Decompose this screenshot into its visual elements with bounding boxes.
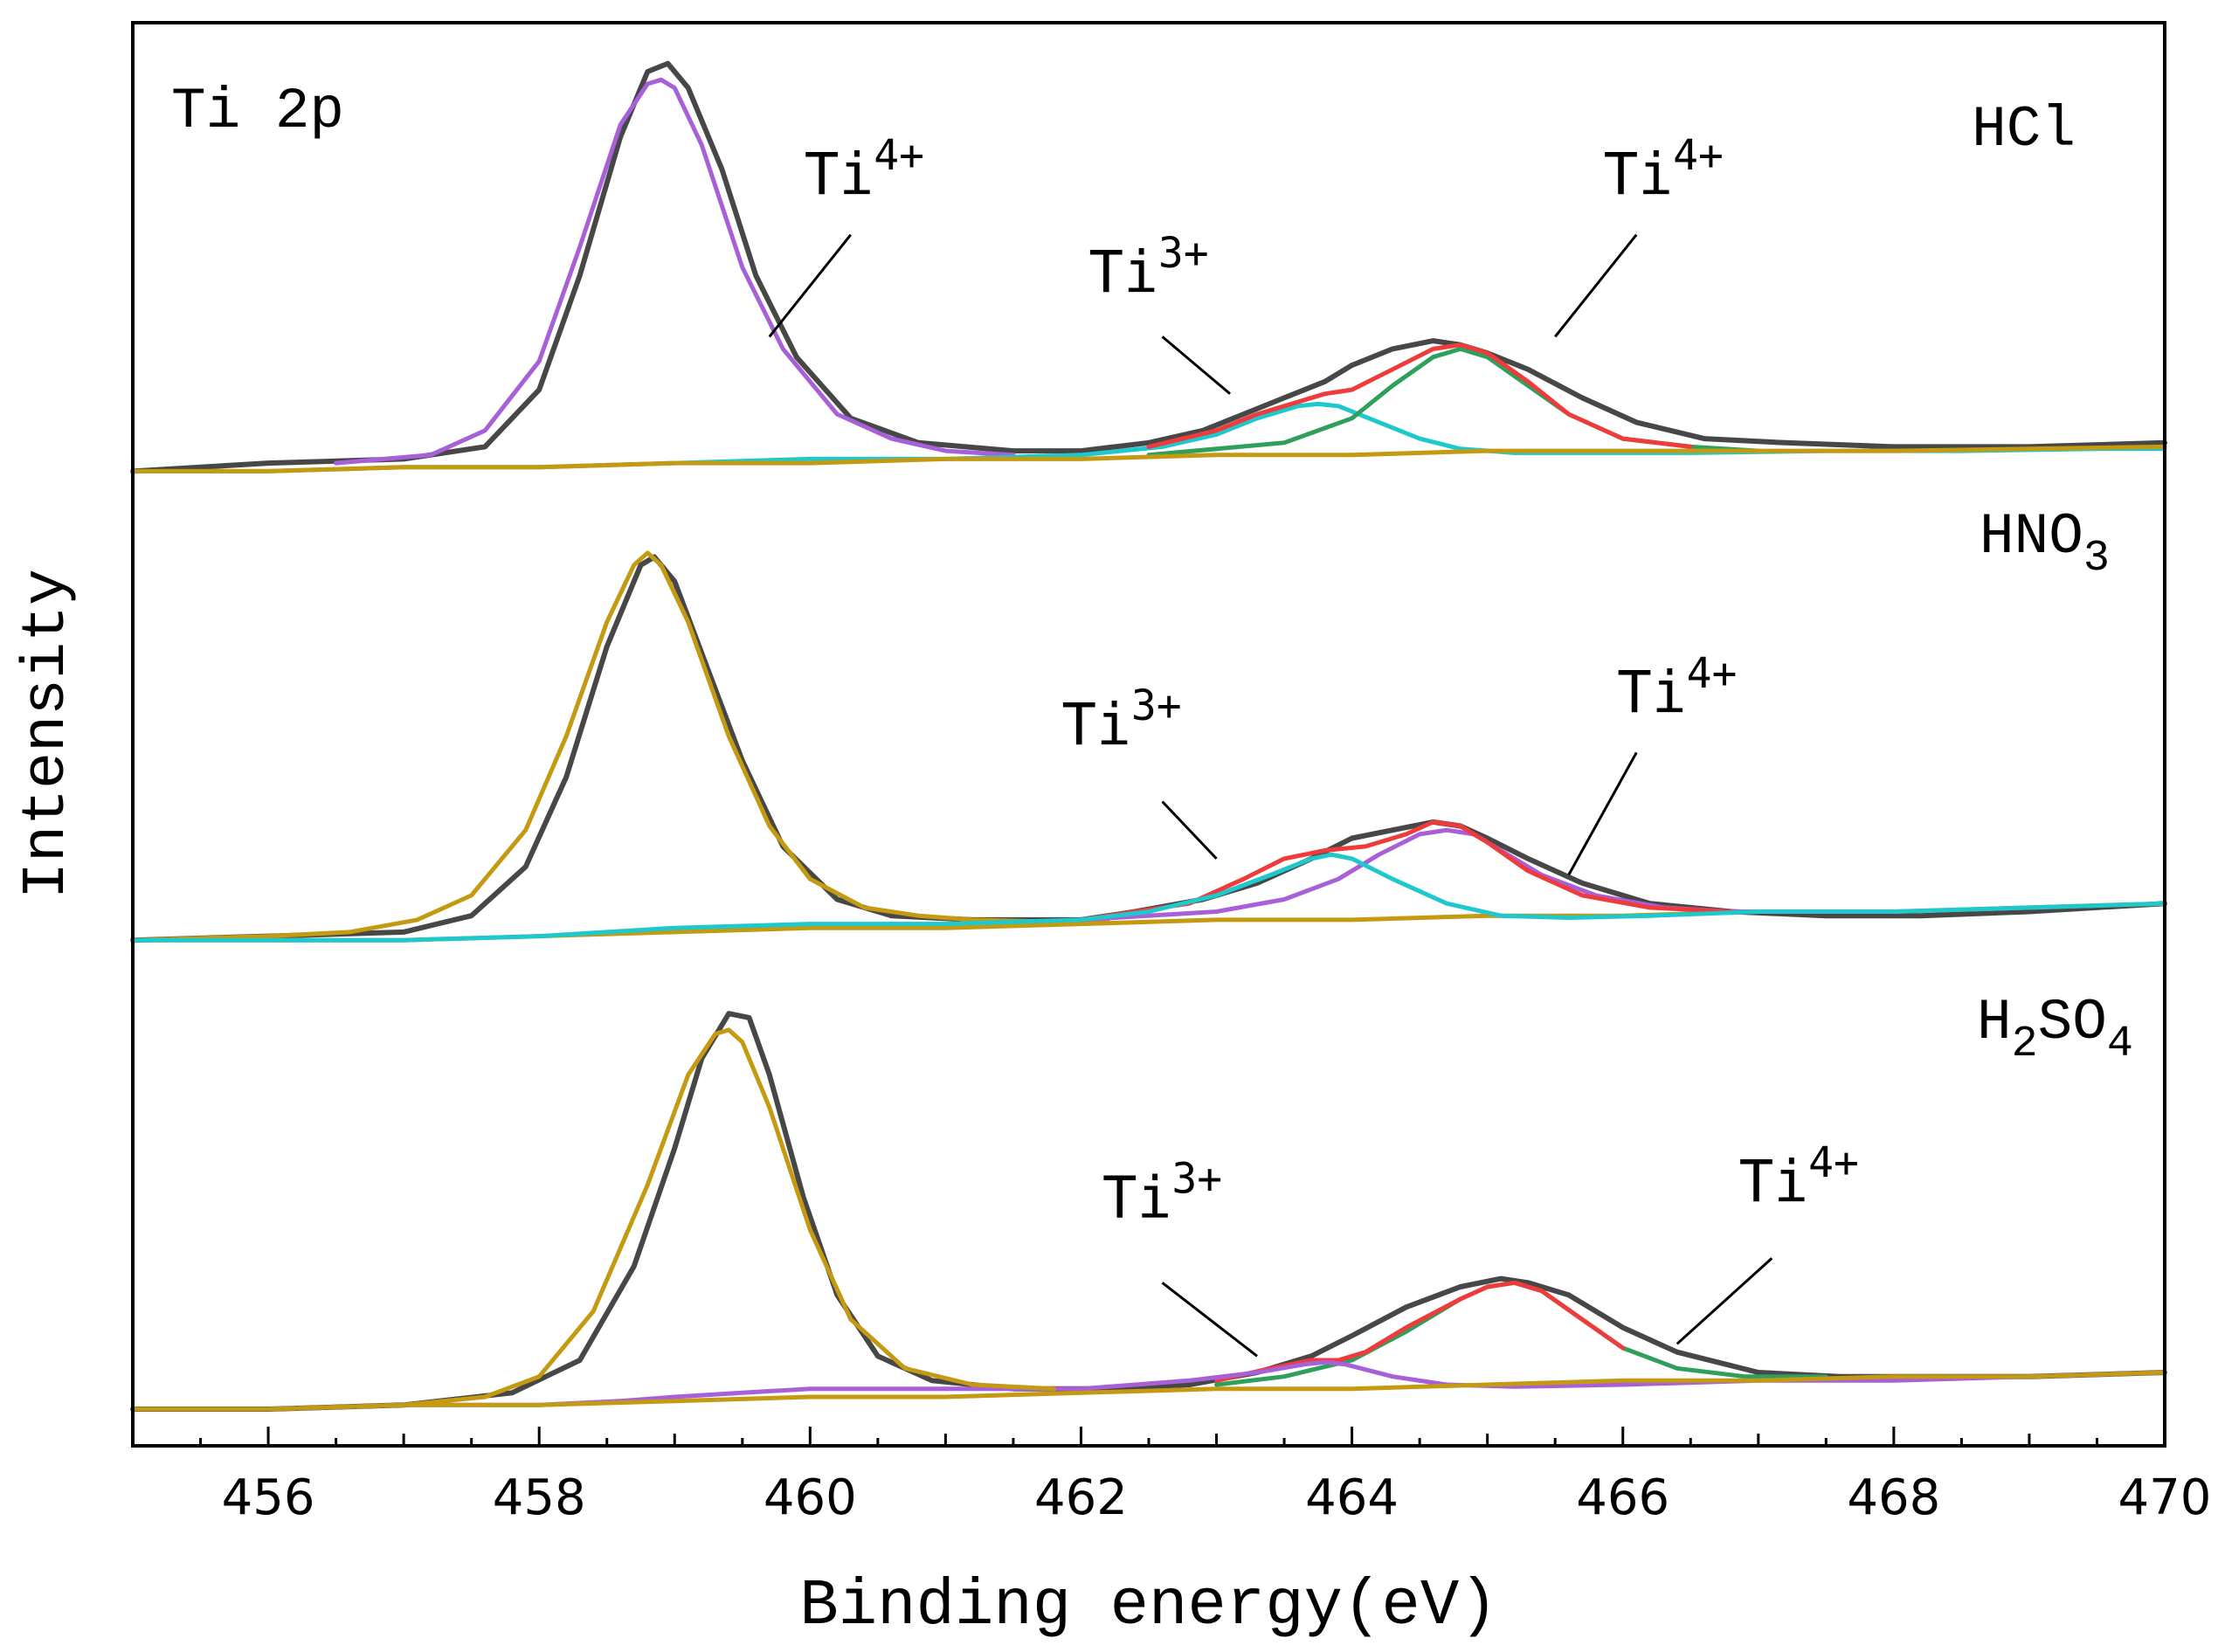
series-hno3-ti3-fit — [130, 852, 2167, 943]
annotation-hcl-ti4-sat-label: Ti4+ — [1604, 131, 1724, 208]
sample-h2so4-h: H — [1977, 990, 2012, 1055]
sample-label-hcl: HCl — [1972, 97, 2076, 162]
annotation-hcl-ti3-leader — [1161, 335, 1232, 395]
panel-hno3 — [130, 550, 2167, 944]
annotation-hcl-ti4-sat-base: Ti — [1604, 141, 1673, 208]
sample-h2so4-sub2: 4 — [2107, 1020, 2133, 1069]
annotation-hno3-ti4-sat-leader — [1567, 751, 1638, 876]
tick-layer: 456 458 460 462 464 466 468 470 — [131, 1427, 2212, 1526]
annotation-h2so4-ti3-leader — [1161, 1282, 1258, 1358]
panel-hcl — [130, 60, 2167, 474]
sample-hno3-sub: 3 — [2083, 534, 2110, 584]
x-tick-label: 470 — [2118, 1469, 2212, 1526]
annotation-hno3-ti3-base: Ti — [1061, 691, 1130, 758]
x-axis-label: Binding energy(eV) — [799, 1570, 1497, 1643]
series-hcl-background — [130, 444, 2167, 473]
series-h2so4-ti4-main-fit — [130, 1027, 1056, 1412]
sample-label-hno3: HNO3 — [1980, 504, 2110, 584]
annotation-hno3-ti4-sat-base: Ti — [1617, 659, 1686, 726]
annotation-hcl-ti4-main-base: Ti — [805, 141, 874, 208]
chart-title: Ti 2p — [171, 79, 344, 144]
annotation-h2so4-ti3-base: Ti — [1102, 1165, 1171, 1232]
annotation-hcl-ti4-main-sup: 4+ — [874, 131, 924, 180]
sample-label-h2so4: H2SO4 — [1977, 990, 2133, 1069]
annotation-h2so4-ti3-label: Ti3+ — [1102, 1155, 1222, 1232]
sample-hno3-base: HNO — [1980, 504, 2083, 570]
annotation-hcl-ti4-main-leader — [768, 233, 853, 338]
series-h2so4-envelope-fit — [1214, 1280, 1626, 1383]
x-tick-label: 464 — [1305, 1469, 1399, 1526]
annotation-hno3-ti3-label: Ti3+ — [1061, 681, 1181, 758]
annotation-h2so4-ti4-sat-sup: 4+ — [1808, 1138, 1859, 1187]
series-hcl-envelope-fit — [1146, 342, 1693, 449]
series-h2so4-background — [130, 1370, 2167, 1412]
x-tick-label: 466 — [1576, 1469, 1669, 1526]
x-tick-label: 456 — [222, 1469, 315, 1526]
y-axis-label: Intensity — [13, 569, 82, 899]
series-hcl-raw — [130, 60, 2167, 474]
panel-h2so4 — [130, 1011, 2167, 1412]
series-hcl-ti4-main-fit — [334, 77, 1016, 466]
sample-h2so4-sub1: 2 — [2012, 1020, 2038, 1069]
annotation-hcl-ti3-base: Ti — [1088, 238, 1157, 306]
annotation-hcl-ti4-main-label: Ti4+ — [805, 131, 924, 208]
sample-h2so4-so: SO — [2038, 990, 2107, 1055]
annotation-h2so4-ti3-sup: 3+ — [1171, 1155, 1222, 1204]
x-tick-label: 462 — [1034, 1469, 1128, 1526]
x-tick-label: 460 — [764, 1469, 857, 1526]
x-tick-label: 458 — [493, 1469, 586, 1526]
annotation-h2so4-ti4-sat-leader — [1676, 1257, 1773, 1345]
series-hno3-ti4-main-fit — [130, 550, 1110, 943]
annotation-h2so4-ti4-sat-base: Ti — [1739, 1148, 1808, 1215]
x-tick-label: 468 — [1847, 1469, 1940, 1526]
annotation-hcl-ti4-sat-leader — [1554, 233, 1638, 338]
series-hno3-envelope-fit — [1079, 819, 1734, 923]
annotation-hcl-ti3-label: Ti3+ — [1088, 229, 1208, 306]
annotation-h2so4-ti4-sat-label: Ti4+ — [1739, 1138, 1859, 1215]
annotation-hno3-ti4-sat-label: Ti4+ — [1617, 649, 1737, 726]
annotation-hcl-ti4-sat-sup: 4+ — [1673, 131, 1724, 180]
annotation-hcl-ti3-sup: 3+ — [1158, 229, 1209, 278]
annotation-hno3-ti4-sat-sup: 4+ — [1687, 649, 1738, 698]
plot-frame — [131, 21, 2166, 1448]
annotation-hno3-ti3-sup: 3+ — [1131, 681, 1182, 730]
annotation-layer: Ti4+Ti3+Ti4+Ti3+ Ti4+Ti3+ Ti4+ — [768, 131, 1859, 1358]
annotation-hno3-ti3-leader — [1161, 800, 1218, 860]
series-layer — [130, 60, 2167, 1412]
